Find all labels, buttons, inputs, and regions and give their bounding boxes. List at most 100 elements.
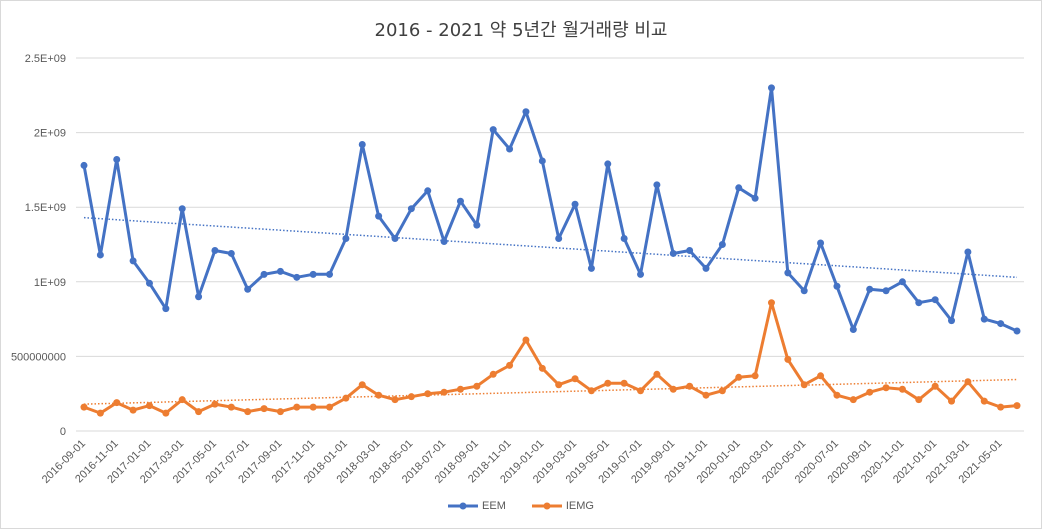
trendline-iemg	[83, 378, 1018, 405]
data-point	[849, 396, 857, 404]
legend-swatch-iemg	[531, 502, 562, 510]
data-point	[702, 264, 710, 272]
data-point	[800, 287, 808, 295]
data-point	[211, 400, 219, 408]
data-point	[866, 285, 874, 293]
gridlines	[76, 57, 1024, 432]
data-point	[587, 264, 595, 272]
data-point	[637, 387, 645, 395]
data-point	[997, 320, 1005, 328]
data-point	[473, 382, 481, 390]
data-point	[195, 293, 203, 301]
data-point	[440, 238, 448, 246]
data-point	[178, 205, 186, 213]
data-point	[145, 279, 153, 287]
x-axis-ticks: 2016-09-012016-11-012017-01-012017-03-01…	[40, 438, 1005, 486]
data-point	[784, 355, 792, 363]
data-point	[653, 370, 661, 378]
data-point	[898, 385, 906, 393]
data-point	[866, 388, 874, 396]
data-point	[653, 181, 661, 189]
data-point	[375, 212, 383, 220]
data-point	[718, 241, 726, 248]
data-point	[948, 397, 956, 405]
legend-item-iemg: IEMG	[531, 500, 594, 512]
data-point	[506, 145, 514, 153]
data-point	[276, 267, 284, 275]
data-point	[456, 385, 464, 393]
data-point	[391, 396, 399, 404]
data-point	[342, 235, 350, 243]
data-point	[767, 299, 775, 307]
chart-title: 2016 - 2021 약 5년간 월거래량 비교	[374, 20, 668, 41]
data-point	[211, 246, 219, 254]
y-tick-label: 1.5E+09	[25, 202, 66, 214]
data-point	[195, 408, 203, 416]
data-point	[456, 197, 464, 205]
data-point	[686, 382, 694, 390]
data-point	[276, 408, 284, 416]
data-point	[375, 391, 383, 399]
data-point	[440, 388, 448, 396]
data-point	[358, 381, 366, 389]
data-point	[407, 393, 415, 401]
data-point	[637, 270, 645, 278]
data-point	[489, 126, 497, 134]
data-point	[702, 391, 710, 399]
data-point	[326, 270, 334, 278]
trendlines	[83, 216, 1018, 405]
data-point	[555, 381, 563, 389]
data-point	[833, 391, 841, 399]
data-point	[113, 155, 121, 163]
data-point	[178, 396, 186, 404]
data-point	[129, 257, 137, 265]
data-point	[80, 161, 88, 169]
data-point	[751, 372, 759, 380]
data-point	[735, 373, 743, 381]
y-tick-label: 0	[60, 426, 66, 438]
series-eem	[80, 84, 1021, 335]
data-point	[407, 205, 415, 213]
series-line	[82, 86, 1018, 333]
series-line	[83, 301, 1018, 415]
data-point	[800, 381, 808, 389]
data-point	[817, 239, 825, 247]
data-point	[391, 235, 399, 243]
data-point	[129, 406, 137, 414]
data-point	[309, 403, 317, 411]
data-point	[997, 403, 1005, 411]
data-point	[80, 403, 88, 411]
data-point	[506, 361, 514, 369]
data-point	[669, 385, 677, 393]
data-point	[767, 84, 775, 92]
data-point	[96, 251, 104, 259]
data-point	[522, 108, 530, 116]
legend-label-iemg: IEMG	[565, 500, 594, 512]
data-point	[964, 248, 972, 256]
data-point	[113, 399, 121, 407]
data-point	[604, 379, 612, 387]
data-point	[751, 194, 759, 202]
data-point	[980, 397, 988, 405]
data-point	[915, 396, 923, 404]
y-tick-label: 2.5E+09	[25, 53, 66, 65]
legend: EEM IEMG	[0, 500, 1042, 512]
y-tick-label: 1E+09	[34, 277, 66, 289]
data-point	[538, 157, 546, 165]
y-tick-label: 500000000	[11, 351, 66, 363]
data-point	[244, 408, 252, 416]
data-point	[424, 390, 432, 398]
data-point	[342, 394, 350, 402]
data-point	[980, 315, 988, 323]
data-point	[898, 278, 906, 286]
data-point	[849, 326, 857, 334]
data-point	[784, 269, 792, 277]
data-point	[931, 382, 939, 390]
data-point	[571, 200, 579, 208]
data-point	[260, 405, 268, 413]
data-point	[244, 285, 252, 293]
data-point	[620, 379, 628, 387]
series-group	[80, 84, 1021, 417]
data-point	[1013, 402, 1021, 410]
